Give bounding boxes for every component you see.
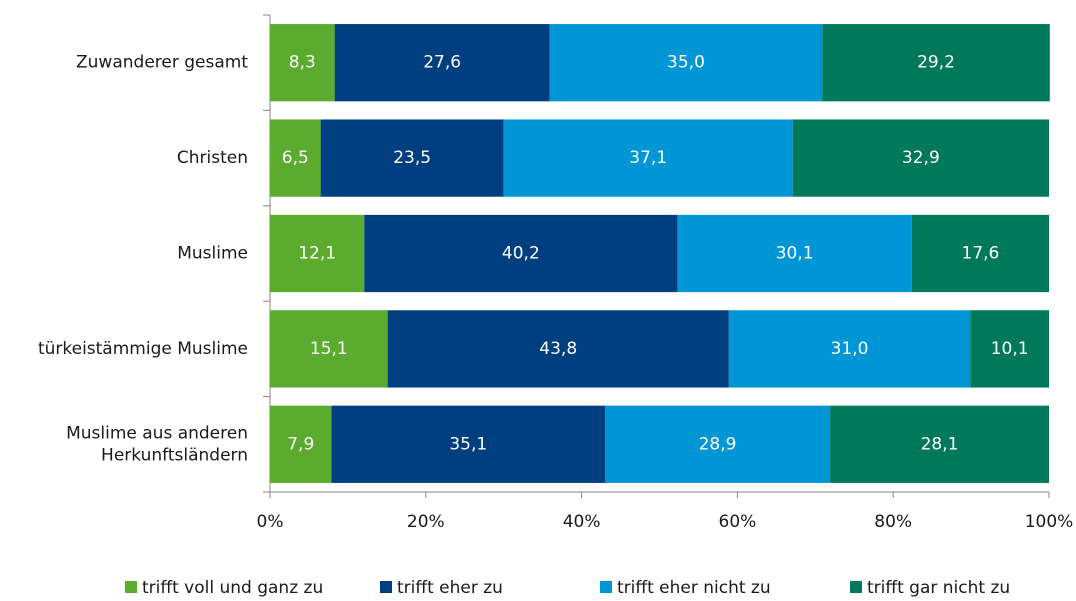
value-label: 29,2 [917,53,955,73]
bar-segment [270,214,365,293]
value-label: 17,6 [962,244,1000,264]
value-label: 31,0 [831,339,869,359]
bar-segment [334,24,550,102]
category-label: türkeistämmige Muslime [38,339,248,359]
value-label: 27,6 [423,53,461,73]
bar-segment [822,24,1050,102]
value-label: 8,3 [289,53,316,73]
legend-swatch [125,581,137,593]
x-tick-label: 80% [874,512,912,532]
bar-segment [911,214,1049,293]
legend-swatch [600,581,612,593]
bar-segment [677,214,912,293]
category-label: Muslime [177,244,248,264]
bar-segment [331,405,605,483]
legend-swatch [850,581,862,593]
bar-segment [270,24,335,102]
bar-segment [604,405,831,483]
legend-swatch [380,581,392,593]
value-label: 23,5 [393,148,431,168]
legend-label: trifft gar nicht zu [867,578,1010,598]
bar-segment [270,310,388,388]
value-label: 15,1 [310,339,348,359]
bar-segment [387,310,729,388]
legend-label: trifft voll und ganz zu [142,578,323,598]
bar-segment [970,310,1049,388]
value-label: 28,1 [921,434,959,454]
value-label: 6,5 [282,148,309,168]
value-label: 35,1 [449,434,487,454]
category-label: Christen [177,148,248,168]
x-tick-label: 20% [407,512,445,532]
bar-segment [503,119,793,197]
x-tick-label: 100% [1025,512,1074,532]
legend-label: trifft eher nicht zu [617,578,771,598]
bar-segment [792,119,1049,197]
bar-segment [270,119,321,197]
value-label: 30,1 [776,244,814,264]
value-label: 32,9 [902,148,940,168]
value-label: 12,1 [298,244,336,264]
value-label: 40,2 [502,244,540,264]
value-label: 7,9 [287,434,314,454]
value-label: 43,8 [539,339,577,359]
value-label: 10,1 [991,339,1029,359]
x-tick-label: 60% [719,512,757,532]
value-label: 37,1 [629,148,667,168]
bar-segment [728,310,971,388]
bar-segment [364,214,678,293]
value-label: 28,9 [699,434,737,454]
legend-label: trifft eher zu [397,578,503,598]
bar-segment [320,119,504,197]
category-label: Zuwanderer gesamt [76,53,248,73]
x-tick-label: 0% [257,512,284,532]
bar-segment [270,405,332,483]
category-label: Muslime aus anderen Herkunftsländern [66,423,248,465]
bar-segment [830,405,1049,483]
bar-segment [549,24,823,102]
value-label: 35,0 [667,53,705,73]
x-tick-label: 40% [563,512,601,532]
